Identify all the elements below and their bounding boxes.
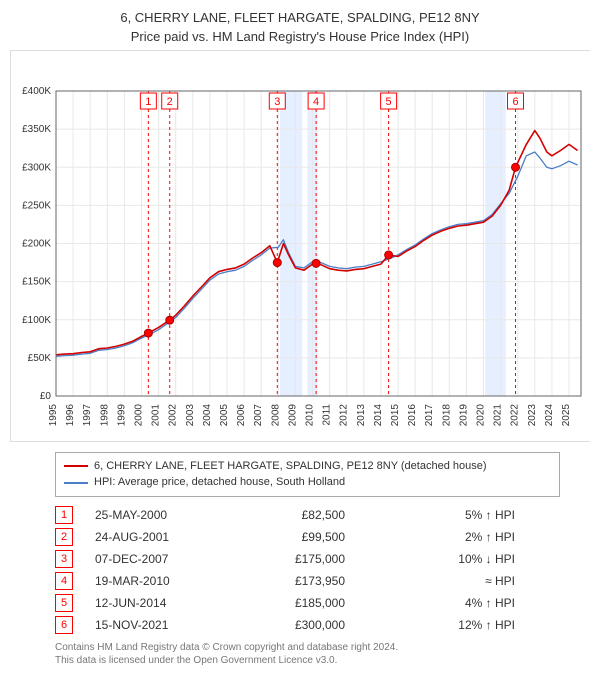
svg-text:3: 3: [274, 96, 280, 108]
svg-text:2001: 2001: [151, 403, 162, 426]
svg-text:5: 5: [386, 96, 392, 108]
svg-text:4: 4: [313, 96, 319, 108]
transaction-price: £175,000: [225, 552, 395, 566]
transaction-price: £300,000: [225, 618, 395, 632]
svg-text:2014: 2014: [373, 403, 384, 426]
svg-text:2015: 2015: [390, 403, 401, 426]
svg-text:2012: 2012: [339, 403, 350, 426]
svg-text:2004: 2004: [202, 403, 213, 426]
legend-label: HPI: Average price, detached house, Sout…: [94, 474, 345, 491]
footnote-line: This data is licensed under the Open Gov…: [55, 654, 560, 667]
svg-text:£250K: £250K: [22, 200, 51, 211]
legend-item-hpi: HPI: Average price, detached house, Sout…: [64, 474, 551, 491]
transaction-price: £185,000: [225, 596, 395, 610]
transaction-delta: 5% ↑ HPI: [395, 508, 515, 522]
svg-text:2006: 2006: [236, 403, 247, 426]
svg-text:£0: £0: [40, 391, 52, 402]
transaction-delta: 12% ↑ HPI: [395, 618, 515, 632]
legend: 6, CHERRY LANE, FLEET HARGATE, SPALDING,…: [55, 452, 560, 497]
legend-item-property: 6, CHERRY LANE, FLEET HARGATE, SPALDING,…: [64, 458, 551, 475]
svg-text:2024: 2024: [544, 403, 555, 426]
svg-text:£400K: £400K: [22, 86, 51, 97]
svg-text:£300K: £300K: [22, 162, 51, 173]
transaction-marker: 2: [55, 528, 73, 546]
svg-text:2003: 2003: [185, 403, 196, 426]
transaction-row: 3 07-DEC-2007£175,00010% ↓ HPI: [55, 549, 560, 569]
transaction-delta: ≈ HPI: [395, 574, 515, 588]
transaction-marker: 3: [55, 550, 73, 568]
transaction-date: 25-MAY-2000: [95, 508, 225, 522]
svg-text:2011: 2011: [322, 403, 333, 425]
svg-text:£150K: £150K: [22, 277, 51, 288]
svg-text:2025: 2025: [561, 403, 572, 426]
svg-text:2019: 2019: [458, 403, 469, 426]
svg-text:2008: 2008: [270, 403, 281, 426]
footnote-line: Contains HM Land Registry data © Crown c…: [55, 641, 560, 654]
transaction-price: £173,950: [225, 574, 395, 588]
svg-text:2017: 2017: [424, 403, 435, 426]
svg-text:2022: 2022: [510, 403, 521, 426]
svg-text:2021: 2021: [493, 403, 504, 426]
transaction-marker: 4: [55, 572, 73, 590]
legend-swatch: [64, 482, 88, 484]
svg-text:1995: 1995: [48, 403, 59, 426]
svg-text:1996: 1996: [65, 403, 76, 426]
svg-text:1997: 1997: [82, 403, 93, 426]
svg-text:2007: 2007: [253, 403, 264, 426]
transaction-row: 1 25-MAY-2000£82,5005% ↑ HPI: [55, 505, 560, 525]
transaction-date: 12-JUN-2014: [95, 596, 225, 610]
svg-text:2000: 2000: [134, 403, 145, 426]
svg-text:£350K: £350K: [22, 124, 51, 135]
transaction-delta: 4% ↑ HPI: [395, 596, 515, 610]
svg-text:2: 2: [167, 96, 173, 108]
svg-text:£50K: £50K: [28, 353, 52, 364]
legend-label: 6, CHERRY LANE, FLEET HARGATE, SPALDING,…: [94, 458, 487, 475]
svg-text:2013: 2013: [356, 403, 367, 426]
transaction-row: 6 15-NOV-2021£300,00012% ↑ HPI: [55, 615, 560, 635]
svg-text:1999: 1999: [116, 403, 127, 426]
svg-text:1998: 1998: [99, 403, 110, 426]
svg-text:2002: 2002: [168, 403, 179, 426]
transaction-price: £82,500: [225, 508, 395, 522]
transaction-row: 4 19-MAR-2010£173,950≈ HPI: [55, 571, 560, 591]
svg-text:£100K: £100K: [22, 315, 51, 326]
svg-text:1: 1: [145, 96, 151, 108]
transaction-marker: 5: [55, 594, 73, 612]
transaction-delta: 10% ↓ HPI: [395, 552, 515, 566]
transaction-date: 19-MAR-2010: [95, 574, 225, 588]
svg-text:6: 6: [512, 96, 518, 108]
transactions-table: 125-MAY-2000£82,5005% ↑ HPI224-AUG-2001£…: [55, 505, 560, 635]
transaction-marker: 1: [55, 506, 73, 524]
svg-text:2005: 2005: [219, 403, 230, 426]
footnote: Contains HM Land Registry data © Crown c…: [55, 641, 560, 667]
svg-text:2023: 2023: [527, 403, 538, 426]
svg-text:2009: 2009: [287, 403, 298, 426]
legend-swatch: [64, 465, 88, 467]
transaction-date: 24-AUG-2001: [95, 530, 225, 544]
transaction-date: 15-NOV-2021: [95, 618, 225, 632]
svg-text:2020: 2020: [476, 403, 487, 426]
page-subtitle: Price paid vs. HM Land Registry's House …: [10, 29, 590, 44]
svg-text:2018: 2018: [441, 403, 452, 426]
transaction-row: 2 24-AUG-2001£99,5002% ↑ HPI: [55, 527, 560, 547]
transaction-delta: 2% ↑ HPI: [395, 530, 515, 544]
price-chart: £0 £50K £100K £150K £200K £250K £300K £350K £400…: [11, 51, 591, 441]
svg-text:2010: 2010: [305, 403, 316, 426]
transaction-price: £99,500: [225, 530, 395, 544]
chart-container: £0 £50K £100K £150K £200K £250K £300K £350K £400…: [10, 50, 590, 442]
transaction-marker: 6: [55, 616, 73, 634]
page-title: 6, CHERRY LANE, FLEET HARGATE, SPALDING,…: [10, 10, 590, 27]
transaction-date: 07-DEC-2007: [95, 552, 225, 566]
transaction-row: 5 12-JUN-2014£185,0004% ↑ HPI: [55, 593, 560, 613]
svg-text:2016: 2016: [407, 403, 418, 426]
svg-text:£200K: £200K: [22, 238, 51, 249]
